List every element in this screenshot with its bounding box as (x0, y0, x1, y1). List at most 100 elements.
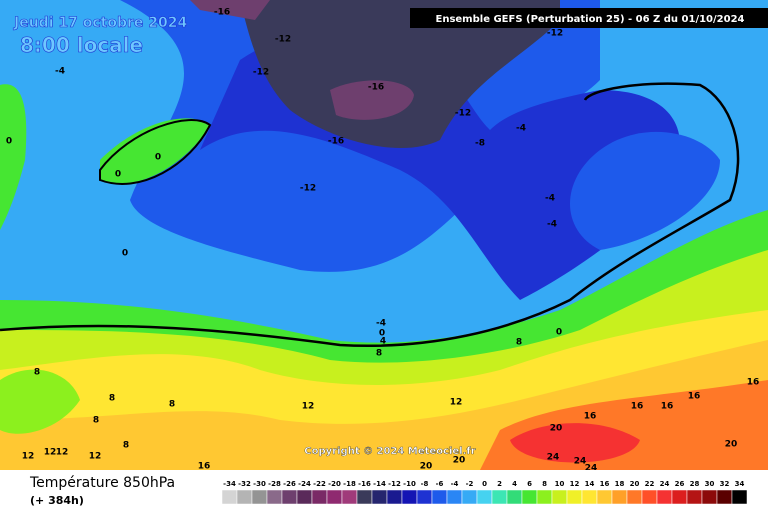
contour-label: 20 (725, 440, 738, 450)
contour-label: 20 (550, 424, 563, 434)
scale-swatch (611, 489, 628, 505)
contour-label: 24 (585, 464, 598, 474)
color-scale: -34 -32 -30 -28 -26 -24 -22 -20 -18 -16 -14 -12 -10-… (221, 480, 748, 505)
scale-swatch (701, 489, 718, 505)
contour-label: 16 (747, 378, 760, 388)
scale-label: -26 (283, 480, 296, 488)
copyright: Copyright © 2024 Meteociel.fr (304, 446, 475, 457)
scale-label: -28 (268, 480, 281, 488)
scale-swatch (416, 489, 433, 505)
scale-swatch (671, 489, 688, 505)
scale-label: 26 (675, 480, 685, 488)
scale-label: 28 (690, 480, 700, 488)
contour-label: -4 (547, 220, 557, 230)
date: Jeudi 17 octobre 2024 (13, 15, 187, 31)
contour-label: -12 (275, 35, 291, 45)
contour-label: -16 (214, 8, 230, 18)
contour-label: 8 (93, 416, 99, 426)
scale-label: -18 (343, 480, 356, 488)
scale-swatch (716, 489, 733, 505)
contour-label: 12 (450, 398, 463, 408)
scale-swatch (461, 489, 478, 505)
contour-label: 8 (34, 368, 40, 378)
scale-swatch (596, 489, 613, 505)
contour-label: 0 (155, 153, 161, 163)
scale-label: 32 (720, 480, 730, 488)
scale-label: -22 (313, 480, 326, 488)
scale-label: 12 (570, 480, 580, 488)
contour-label: 12 (89, 452, 102, 462)
scale-swatch (641, 489, 658, 505)
contour-label: 0 (115, 170, 121, 180)
scale-label: 10 (555, 480, 565, 488)
scale-swatch (341, 489, 358, 505)
scale-label: -4 (451, 480, 459, 488)
scale-label: -6 (436, 480, 444, 488)
scale-label: -8 (421, 480, 429, 488)
contour-label: -16 (328, 137, 344, 147)
contour-label: 0 (556, 328, 562, 338)
scale-swatch (401, 489, 418, 505)
contour-label: 12 (302, 402, 315, 412)
contour-labels: -16-12-12-16-12-16 -8-4-12-12-40000-4-4-4… (6, 8, 759, 474)
contour-label: 12 (56, 448, 69, 458)
scale-label: -24 (298, 480, 311, 488)
contour-label: 24 (547, 453, 560, 463)
scale-swatch (326, 489, 343, 505)
scale-label: 8 (542, 480, 547, 488)
contour-label: -12 (253, 68, 269, 78)
model-info: Ensemble GEFS (Perturbation 25) - 06 Z d… (436, 14, 745, 25)
scale-swatch (386, 489, 403, 505)
scale-label: 4 (512, 480, 517, 488)
scale-label: 16 (600, 480, 610, 488)
scale-label: -32 (238, 480, 251, 488)
contour-label: 16 (661, 402, 674, 412)
scale-label: 22 (645, 480, 655, 488)
scale-swatch (521, 489, 538, 505)
contour-label: 16 (584, 412, 597, 422)
scale-label: 2 (497, 480, 502, 488)
scale-swatch (566, 489, 583, 505)
scale-swatch (476, 489, 493, 505)
scale-swatch (581, 489, 598, 505)
scale-swatch (296, 489, 313, 505)
contour-label: 8 (169, 400, 175, 410)
scale-label: -10 (403, 480, 416, 488)
contour-label: 24 (574, 457, 587, 467)
contour-label: -8 (475, 139, 485, 149)
scale-label: 24 (660, 480, 670, 488)
contour-label: 0 (6, 137, 12, 147)
scale-swatch (311, 489, 328, 505)
scale-swatch (281, 489, 298, 505)
contour-label: 12 (44, 448, 57, 458)
contour-label: -4 (376, 319, 386, 329)
scale-swatch (431, 489, 448, 505)
scale-label: -2 (466, 480, 474, 488)
contour-label: 20 (420, 462, 433, 472)
contour-label: 0 (379, 329, 385, 339)
scale-swatch (506, 489, 523, 505)
contour-label: 16 (631, 402, 644, 412)
scale-label: 18 (615, 480, 625, 488)
header-bar (410, 8, 768, 28)
scale-swatch (656, 489, 673, 505)
scale-swatch (686, 489, 703, 505)
contour-label: 8 (109, 394, 115, 404)
contour-label: 4 (380, 337, 386, 347)
contour-label: -4 (516, 124, 526, 134)
contour-label: 12 (22, 452, 35, 462)
scale-swatch (356, 489, 373, 505)
scale-label: -12 (388, 480, 401, 488)
scale-swatch (221, 489, 238, 505)
scale-label: -20 (328, 480, 341, 488)
contour-label: -12 (455, 109, 471, 119)
scale-label: 0 (482, 480, 487, 488)
scale-swatch (731, 489, 748, 505)
contour-label: -16 (368, 83, 384, 93)
scale-swatch (491, 489, 508, 505)
scale-swatch (266, 489, 283, 505)
contour-label: 8 (516, 338, 522, 348)
map-background (0, 0, 768, 470)
scale-label: 30 (705, 480, 715, 488)
